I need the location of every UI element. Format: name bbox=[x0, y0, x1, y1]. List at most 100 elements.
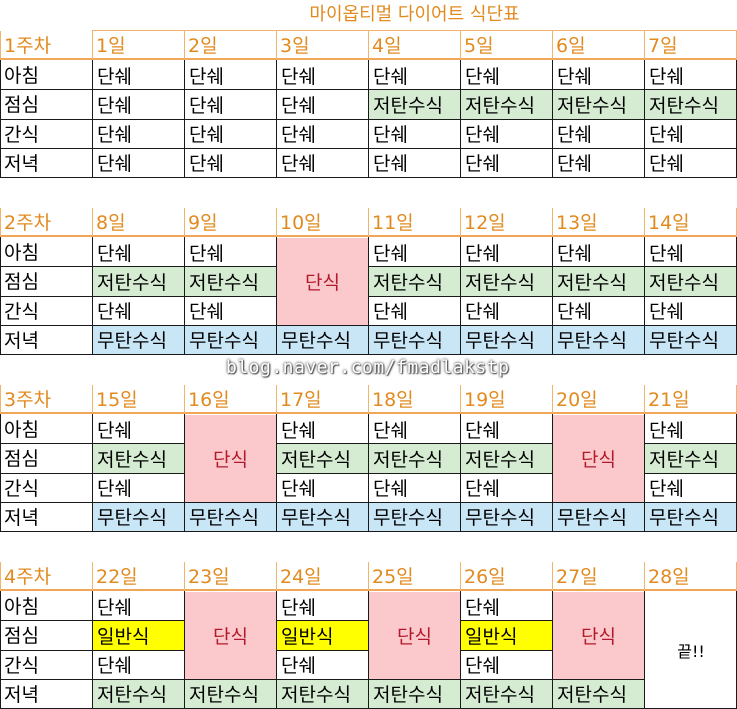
meal-cell: 무탄수식 bbox=[185, 502, 276, 531]
grid-line bbox=[92, 649, 184, 651]
day-header: 1일 bbox=[92, 31, 184, 60]
meal-label: 점심 bbox=[4, 625, 39, 648]
day-header: 3일 bbox=[276, 31, 368, 60]
grid-line bbox=[92, 118, 184, 120]
grid-line bbox=[92, 562, 93, 591]
meal-cell: 단쉐 bbox=[97, 94, 132, 117]
day-header: 18일 bbox=[368, 385, 460, 414]
meal-cell: 단쉐 bbox=[281, 94, 316, 117]
grid-line bbox=[92, 324, 184, 326]
grid-line bbox=[184, 531, 276, 532]
meal-cell: 저탄수식 bbox=[93, 679, 184, 708]
grid-line bbox=[644, 295, 737, 297]
grid-line bbox=[368, 562, 369, 591]
meal-cell: 무탄수식 bbox=[93, 502, 184, 531]
grid-line bbox=[92, 385, 93, 414]
grid-line bbox=[460, 31, 461, 60]
day-header: 22일 bbox=[92, 562, 184, 591]
meal-cell: 단쉐 bbox=[465, 478, 500, 501]
grid-line bbox=[552, 531, 644, 532]
grid-line bbox=[184, 562, 185, 591]
meal-cell: 무탄수식 bbox=[277, 502, 368, 531]
day-header: 27일 bbox=[552, 562, 644, 591]
day-header: 25일 bbox=[368, 562, 460, 591]
meal-cell: 저탄수식 bbox=[461, 90, 552, 119]
grid-line bbox=[552, 414, 553, 531]
meal-cell: 단쉐 bbox=[97, 301, 132, 324]
grid-line bbox=[0, 678, 92, 680]
grid-line bbox=[0, 472, 92, 474]
meal-cell: 단쉐 bbox=[97, 655, 132, 678]
grid-line bbox=[644, 385, 645, 414]
grid-line bbox=[644, 443, 737, 445]
grid-line bbox=[276, 385, 277, 414]
grid-line bbox=[92, 472, 184, 474]
meal-cell: 일반식 bbox=[461, 621, 552, 650]
grid-line bbox=[368, 385, 369, 414]
grid-line bbox=[184, 147, 276, 149]
meal-cell: 끝!! bbox=[677, 642, 705, 661]
grid-line bbox=[92, 501, 184, 503]
meal-cell: 무탄수식 bbox=[93, 325, 184, 354]
grid-line bbox=[368, 208, 369, 237]
meal-cell: 단쉐 bbox=[281, 655, 316, 678]
meal-label: 저녁 bbox=[4, 329, 39, 352]
meal-cell: 단쉐 bbox=[97, 153, 132, 176]
grid-line bbox=[368, 591, 369, 708]
grid-line bbox=[184, 266, 276, 268]
grid-line bbox=[644, 266, 737, 268]
grid-line bbox=[0, 295, 92, 297]
grid-line bbox=[552, 208, 553, 237]
grid-line bbox=[184, 678, 276, 680]
grid-line bbox=[552, 354, 644, 355]
grid-line bbox=[92, 295, 184, 297]
grid-line bbox=[0, 324, 92, 326]
grid-line bbox=[184, 31, 185, 60]
grid-line bbox=[276, 324, 368, 326]
grid-line bbox=[460, 472, 552, 474]
grid-line bbox=[460, 443, 552, 445]
meal-cell: 단쉐 bbox=[465, 242, 500, 265]
meal-cell: 단쉐 bbox=[649, 153, 684, 176]
meal-cell: 무탄수식 bbox=[461, 502, 552, 531]
day-header: 5일 bbox=[460, 31, 552, 60]
grid-line bbox=[368, 501, 460, 503]
meal-cell: 단쉐 bbox=[373, 153, 408, 176]
meal-cell: 단쉐 bbox=[465, 153, 500, 176]
grid-line bbox=[276, 208, 277, 237]
grid-line bbox=[460, 620, 552, 622]
grid-line bbox=[276, 31, 277, 60]
grid-line bbox=[368, 443, 460, 445]
meal-cell: 저탄수식 bbox=[553, 267, 644, 296]
grid-line bbox=[184, 118, 276, 120]
meal-cell: 단식 bbox=[553, 415, 644, 502]
grid-line bbox=[644, 31, 645, 60]
grid-line bbox=[0, 208, 1, 237]
grid-line bbox=[368, 118, 460, 120]
meal-label: 간식 bbox=[4, 477, 39, 500]
grid-line bbox=[552, 385, 553, 414]
grid-line bbox=[644, 89, 737, 91]
meal-cell: 무탄수식 bbox=[553, 502, 644, 531]
grid-line bbox=[460, 649, 552, 651]
grid-line bbox=[184, 295, 276, 297]
grid-line bbox=[184, 89, 276, 91]
grid-line bbox=[368, 266, 460, 268]
grid-line bbox=[276, 118, 368, 120]
grid-line bbox=[368, 177, 460, 178]
meal-cell: 단쉐 bbox=[189, 124, 224, 147]
meal-label: 저녁 bbox=[4, 506, 39, 529]
grid-line bbox=[460, 678, 552, 680]
week-label: 2주차 bbox=[0, 208, 92, 237]
meal-cell: 단쉐 bbox=[557, 301, 592, 324]
week-label: 4주차 bbox=[0, 562, 92, 591]
meal-cell: 단쉐 bbox=[465, 301, 500, 324]
day-header: 14일 bbox=[644, 208, 737, 237]
grid-line bbox=[460, 266, 552, 268]
meal-cell: 무탄수식 bbox=[645, 502, 737, 531]
meal-cell: 단쉐 bbox=[97, 65, 132, 88]
meal-cell: 일반식 bbox=[277, 621, 368, 650]
grid-line bbox=[92, 354, 184, 355]
grid-line bbox=[276, 354, 368, 355]
grid-line bbox=[0, 649, 92, 651]
